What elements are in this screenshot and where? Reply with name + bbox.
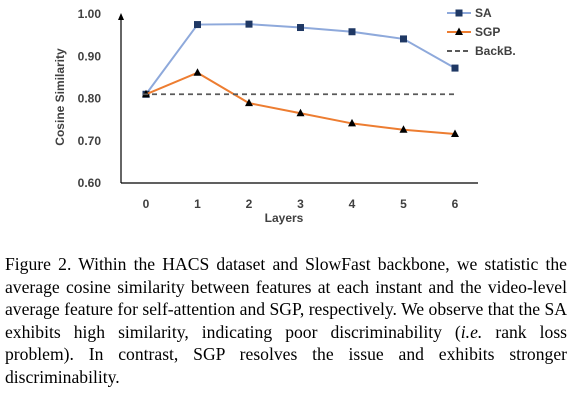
series-group xyxy=(142,20,459,137)
x-tick-label: 3 xyxy=(297,197,304,211)
legend-marker-sa xyxy=(455,9,463,17)
x-tick-label: 6 xyxy=(452,197,459,211)
legend: SA SGP BackB. xyxy=(447,6,516,58)
line-chart: 0.60 0.70 0.80 0.90 1.00 0 1 2 3 4 5 6 Cosine Simi… xyxy=(53,6,516,225)
data-point-sa xyxy=(194,21,201,29)
data-point-sa xyxy=(451,64,459,72)
y-axis-title: Cosine Similarity xyxy=(53,48,67,146)
x-tick-labels: 0 1 2 3 4 5 6 xyxy=(143,197,459,211)
data-point-sgp xyxy=(245,98,253,107)
y-tick-label: 0.60 xyxy=(78,176,102,190)
legend-label-sgp: SGP xyxy=(475,25,500,39)
data-point-sgp xyxy=(296,108,305,117)
data-point-sa xyxy=(400,35,407,43)
data-point-sa xyxy=(348,28,356,36)
data-point-sgp xyxy=(451,129,459,137)
data-point-sa xyxy=(245,20,253,28)
x-tick-label: 4 xyxy=(349,197,356,211)
y-tick-label: 0.70 xyxy=(78,134,102,148)
data-point-sgp xyxy=(193,68,202,76)
chart-axes xyxy=(118,13,478,184)
caption-text-end: rank loss problem). In contrast, SGP res… xyxy=(5,321,568,387)
x-tick-label: 0 xyxy=(143,197,150,211)
series-line-sa xyxy=(145,23,456,95)
data-point-sgp xyxy=(348,118,356,127)
caption-italic: i.e. xyxy=(460,321,483,342)
caption-text: Figure 2. Within the HACS dataset and Sl… xyxy=(5,254,567,342)
data-point-sa xyxy=(297,24,304,32)
data-point-sgp xyxy=(399,125,408,133)
y-axis-arrow xyxy=(118,13,124,20)
x-tick-label: 5 xyxy=(400,197,407,211)
legend-marker-sgp xyxy=(455,27,463,35)
legend-label-backb: BackB. xyxy=(475,44,516,58)
x-axis-title: Layers xyxy=(265,211,304,225)
y-tick-label: 0.80 xyxy=(78,92,102,106)
y-tick-label: 1.00 xyxy=(78,7,102,21)
series-line-sgp xyxy=(145,71,456,135)
figure-caption: Figure 2. Within the HACS dataset and Sl… xyxy=(5,253,567,388)
legend-label-sa: SA xyxy=(475,6,492,20)
y-tick-label: 0.90 xyxy=(78,49,102,63)
y-tick-labels: 0.60 0.70 0.80 0.90 1.00 xyxy=(78,7,102,190)
x-tick-label: 1 xyxy=(194,197,201,211)
x-tick-label: 2 xyxy=(246,197,253,211)
